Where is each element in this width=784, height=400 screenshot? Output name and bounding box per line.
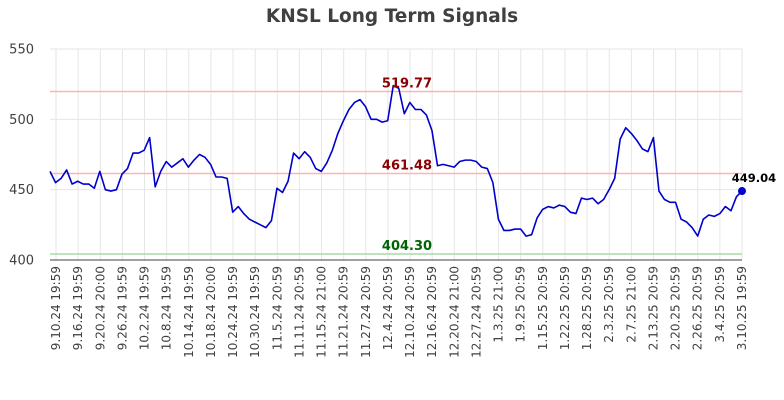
x-tick-label: 2.3.25 20:59 (602, 266, 616, 343)
x-tick-label: 10.2.24 19:59 (138, 266, 152, 350)
x-tick-label: 12.16.24 20:59 (425, 266, 439, 358)
label-layer: 519.77 461.48 404.30 449.04 (382, 77, 776, 254)
x-tick-label: 3.10.25 19:59 (735, 266, 749, 350)
x-tick-label: 10.30.24 19:59 (248, 266, 262, 358)
x-tick-label: 3.4.25 20:59 (713, 266, 727, 343)
y-tick-label: 500 (9, 113, 34, 128)
x-tick-label: 11.5.24 20:59 (270, 266, 284, 350)
x-tick-label: 1.3.25 21:00 (492, 266, 506, 343)
y-tick-label: 550 (9, 43, 34, 58)
x-tick-label: 2.7.25 21:00 (624, 266, 638, 343)
last-value-label: 449.04 (732, 171, 776, 185)
x-tick-label: 10.18.24 20:00 (204, 266, 218, 358)
x-tick-label: 1.9.25 20:59 (514, 266, 528, 343)
x-tick-label: 11.27.24 20:59 (359, 266, 373, 358)
x-tick-label: 12.4.24 20:59 (381, 266, 395, 350)
y-tick-label: 450 (9, 183, 34, 198)
x-tick-label: 11.15.24 21:00 (315, 266, 329, 358)
price-line (49, 84, 743, 237)
x-tick-label: 11.21.24 20:59 (337, 266, 351, 358)
x-tick-label: 9.16.24 19:59 (71, 266, 85, 350)
x-tick-label: 9.26.24 19:59 (115, 266, 129, 350)
x-tick-label: 10.14.24 19:59 (182, 266, 196, 358)
x-tick-label: 9.10.24 19:59 (49, 266, 63, 350)
x-tick-label: 1.15.25 20:59 (536, 266, 550, 350)
x-tick-label: 12.27.24 20:59 (469, 266, 483, 358)
x-tick-label: 2.13.25 20:59 (646, 266, 660, 350)
series-layer (49, 84, 746, 237)
x-tick-label: 9.20.24 20:00 (93, 266, 107, 350)
level-label: 461.48 (382, 159, 432, 174)
chart-title: KNSL Long Term Signals (265, 6, 519, 27)
x-tick-label: 12.10.24 20:59 (403, 266, 417, 358)
x-tick-label: 10.8.24 19:59 (160, 266, 174, 350)
x-tick-label: 11.11.24 20:59 (292, 266, 306, 358)
x-tick-label: 1.28.25 20:59 (580, 266, 594, 350)
level-label: 519.77 (382, 77, 432, 92)
y-tick-label: 400 (9, 254, 34, 269)
grid-layer (50, 48, 743, 261)
level-layer (50, 90, 742, 255)
x-tick-label: 12.20.24 21:00 (447, 266, 461, 358)
axis-layer: 400 450 500 550 9.10.24 19:59 9.16.24 19:59 9.… (9, 43, 749, 358)
x-tick-label: 10.24.24 19:59 (226, 266, 240, 358)
x-tick-label: 1.22.25 20:59 (558, 266, 572, 350)
x-tick-label: 2.26.25 20:59 (691, 266, 705, 350)
last-point-marker (738, 187, 746, 196)
level-label: 404.30 (382, 239, 432, 254)
x-tick-label: 2.20.25 20:59 (669, 266, 683, 350)
